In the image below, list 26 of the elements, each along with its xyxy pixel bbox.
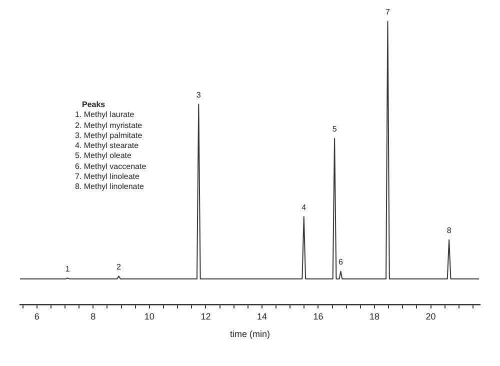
annotation: 4: [302, 202, 307, 212]
annotation: 8: [446, 226, 452, 236]
annotation: 7: [385, 8, 390, 17]
x-tick-label: 12: [200, 311, 211, 322]
annotation: 5: [332, 124, 338, 134]
annotation: 8. Methyl linolenate: [75, 182, 145, 193]
annotation: Peaks: [82, 100, 106, 110]
annotation: 2: [116, 262, 122, 272]
x-tick-label: 10: [144, 311, 154, 322]
x-tick-label: 8: [90, 311, 96, 322]
x-tick-label: 16: [313, 311, 324, 322]
annotation: 7. Methyl linoleate: [75, 172, 140, 182]
annotation: 3. Methyl palmitate: [75, 130, 144, 142]
annotation: 5. Methyl oleate: [75, 151, 132, 162]
x-axis-title: time (min): [230, 329, 270, 340]
annotation: 6: [338, 257, 344, 266]
x-tick-label: 14: [256, 311, 267, 322]
x-tick-label: 18: [369, 311, 380, 322]
x-tick-label: 20: [426, 311, 436, 322]
annotation: 3: [196, 90, 202, 100]
annotation: 1: [65, 264, 70, 274]
annotation: 4. Methyl stearate: [75, 141, 140, 152]
annotation: 2. Methyl myristate: [75, 120, 144, 131]
annotation: 6. Methyl vaccenate: [75, 162, 146, 172]
annotation: 1. Methyl laurate: [75, 110, 136, 121]
x-tick-label: 6: [34, 311, 40, 322]
